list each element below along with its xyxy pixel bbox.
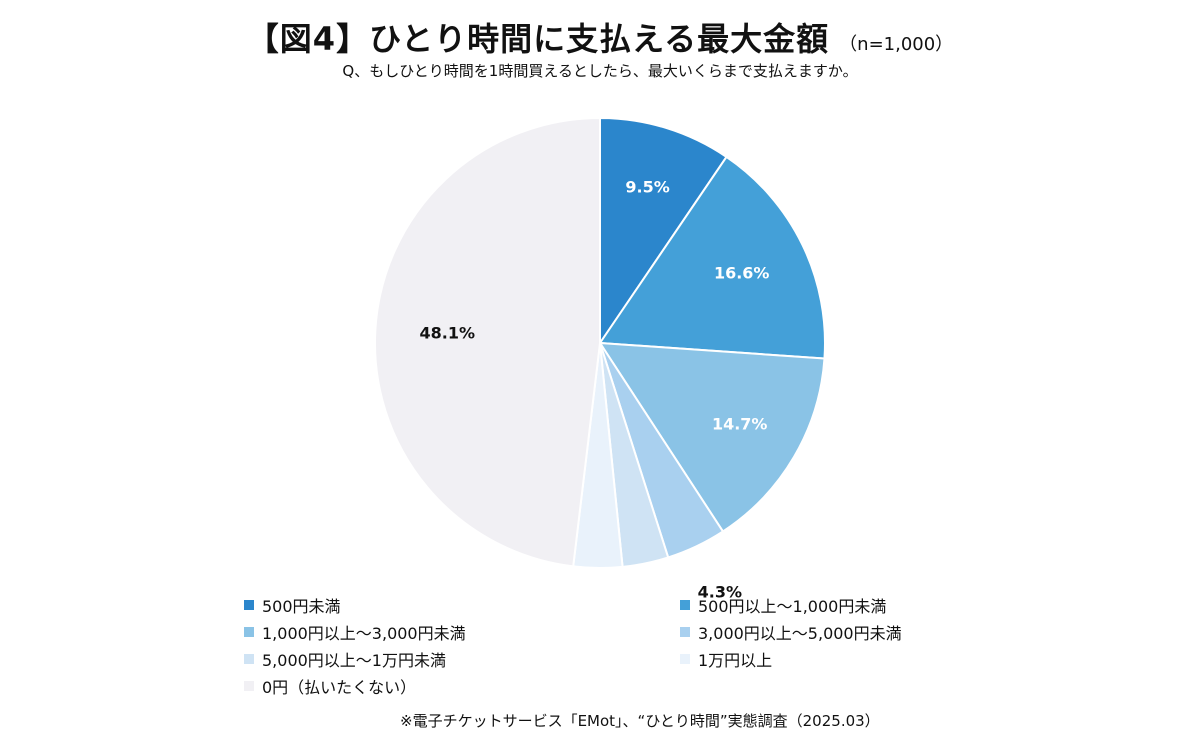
pie-slice-3 — [598, 341, 826, 533]
legend-label: 1万円以上 — [698, 651, 773, 670]
chart-title-row: 【図4】ひとり時間に支払える最大金額 （n=1,000） — [0, 14, 1200, 60]
legend-item-1: 500円未満 — [244, 592, 680, 618]
legend-swatch — [244, 654, 254, 664]
chart-legend: 500円未満 500円以上～1,000円未満 1,000円以上～3,000円未満 3,… — [244, 592, 984, 699]
legend-item-5: 5,000円以上～1万円未満 — [244, 646, 680, 672]
slice-label-2: 16.6% — [714, 264, 770, 283]
slice-label-7: 48.1% — [420, 323, 476, 342]
legend-swatch — [244, 681, 254, 691]
slice-label-4: 4.3% — [698, 582, 742, 600]
legend-label: 5,000円以上～1万円未満 — [262, 651, 446, 670]
pie-slice-2 — [598, 155, 826, 360]
legend-label: 3,000円以上～5,000円未満 — [698, 624, 902, 643]
pie-slice-1 — [599, 116, 728, 347]
legend-label: 1,000円以上～3,000円未満 — [262, 624, 466, 643]
pie-slice-7 — [374, 116, 601, 568]
legend-swatch — [244, 627, 254, 637]
legend-item-7: 0円（払いたくない） — [244, 673, 680, 699]
slice-label-1: 9.5% — [625, 178, 669, 197]
legend-label: 500円未満 — [262, 597, 341, 616]
legend-swatch — [680, 600, 690, 610]
legend-item-2: 500円以上～1,000円未満 — [680, 592, 980, 618]
chart-title: 【図4】ひとり時間に支払える最大金額 — [246, 20, 830, 58]
legend-item-3: 1,000円以上～3,000円未満 — [244, 619, 680, 645]
legend-swatch — [680, 654, 690, 664]
slice-label-3: 14.7% — [712, 415, 768, 434]
legend-item-4: 3,000円以上～5,000円未満 — [680, 619, 980, 645]
legend-swatch — [244, 600, 254, 610]
pie-chart: 9.5%16.6%14.7%4.3%3.3%3.5%48.1% — [374, 116, 826, 600]
sample-size: （n=1,000） — [839, 34, 954, 55]
legend-swatch — [680, 627, 690, 637]
legend-label: 500円以上～1,000円未満 — [698, 597, 887, 616]
source-note: ※電子チケットサービス「EMot」、“ひとり時間”実態調査（2025.03） — [400, 712, 880, 730]
legend-label: 0円（払いたくない） — [262, 678, 417, 697]
survey-question: Q、もしひとり時間を1時間買えるとしたら、最大いくらまで支払えますか。 — [342, 62, 858, 80]
legend-item-6: 1万円以上 — [680, 646, 980, 672]
